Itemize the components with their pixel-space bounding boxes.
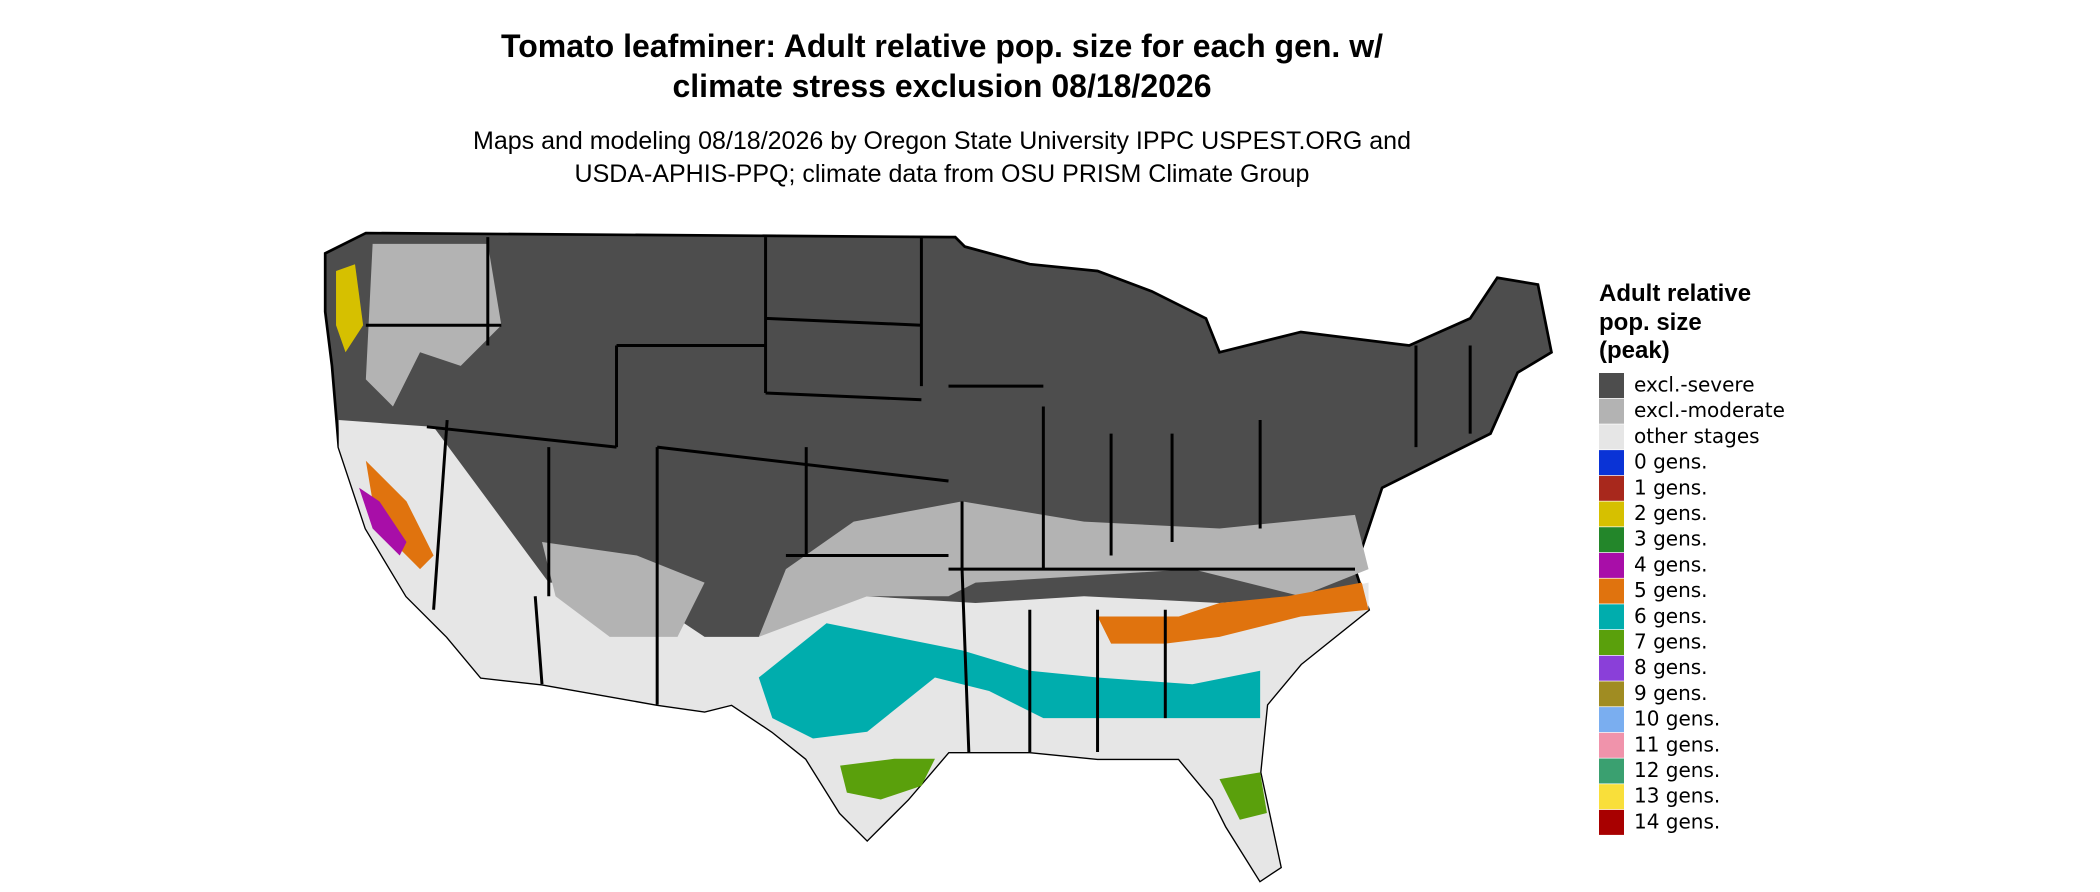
legend-swatch	[1599, 784, 1624, 810]
map	[323, 231, 1553, 883]
legend-title: (peak)	[1599, 337, 1670, 364]
legend-label: 8 gens.	[1634, 655, 1708, 679]
moderate-zone	[542, 542, 705, 637]
legend-title: pop. size	[1599, 309, 1702, 336]
title: climate stress exclusion 08/18/2026	[672, 68, 1211, 104]
legend-label: 3 gens.	[1634, 527, 1708, 551]
subtitle: Maps and modeling 08/18/2026 by Oregon S…	[473, 127, 1411, 155]
legend-label: excl.-severe	[1634, 373, 1755, 397]
legend-swatch	[1599, 373, 1624, 398]
legend-label: 4 gens.	[1634, 552, 1708, 576]
legend-swatch	[1599, 501, 1624, 527]
legend-label: 6 gens.	[1634, 604, 1708, 628]
legend-label: 14 gens.	[1634, 809, 1720, 833]
legend-swatch	[1599, 450, 1624, 476]
legend-label: 2 gens.	[1634, 501, 1708, 525]
legend-swatch	[1599, 655, 1624, 681]
legend: Adult relative pop. size (peak) excl.-se…	[1599, 280, 1785, 835]
legend-label: 0 gens.	[1634, 450, 1708, 474]
gen5-zone	[365, 460, 434, 570]
legend-label: excl.-moderate	[1634, 398, 1785, 422]
legend-swatch	[1599, 552, 1624, 578]
legend-title: Adult relative	[1599, 280, 1751, 307]
legend-swatch	[1599, 527, 1624, 553]
legend-label: 1 gens.	[1634, 475, 1708, 499]
legend-swatch	[1599, 758, 1624, 784]
gen4-zone	[359, 487, 407, 556]
gen2-zone	[336, 264, 364, 353]
legend-label: 7 gens.	[1634, 630, 1708, 654]
gen7-zone	[1219, 772, 1267, 820]
legend-label: 13 gens.	[1634, 784, 1720, 808]
legend-swatch	[1599, 398, 1624, 424]
legend-label: other stages	[1634, 424, 1760, 448]
legend-label: 9 gens.	[1634, 681, 1708, 705]
title: Tomato leafminer: Adult relative pop. si…	[501, 28, 1383, 64]
legend-swatch	[1599, 681, 1624, 707]
legend-swatch	[1599, 578, 1624, 604]
legend-swatch	[1599, 604, 1624, 630]
legend-swatch	[1599, 707, 1624, 733]
gen6-zone	[758, 623, 1261, 739]
legend-label: 11 gens.	[1634, 732, 1720, 756]
legend-swatch	[1599, 732, 1624, 758]
gen7-zone	[840, 758, 935, 800]
legend-swatch	[1599, 630, 1624, 655]
subtitle: USDA-APHIS-PPQ; climate data from OSU PR…	[575, 160, 1310, 188]
legend-label: 10 gens.	[1634, 707, 1720, 731]
state-lines	[365, 237, 1472, 753]
legend-swatch	[1599, 424, 1624, 450]
legend-label: 12 gens.	[1634, 758, 1720, 782]
legend-swatch	[1599, 475, 1624, 501]
legend-swatch	[1599, 809, 1624, 835]
legend-label: 5 gens.	[1634, 578, 1708, 602]
